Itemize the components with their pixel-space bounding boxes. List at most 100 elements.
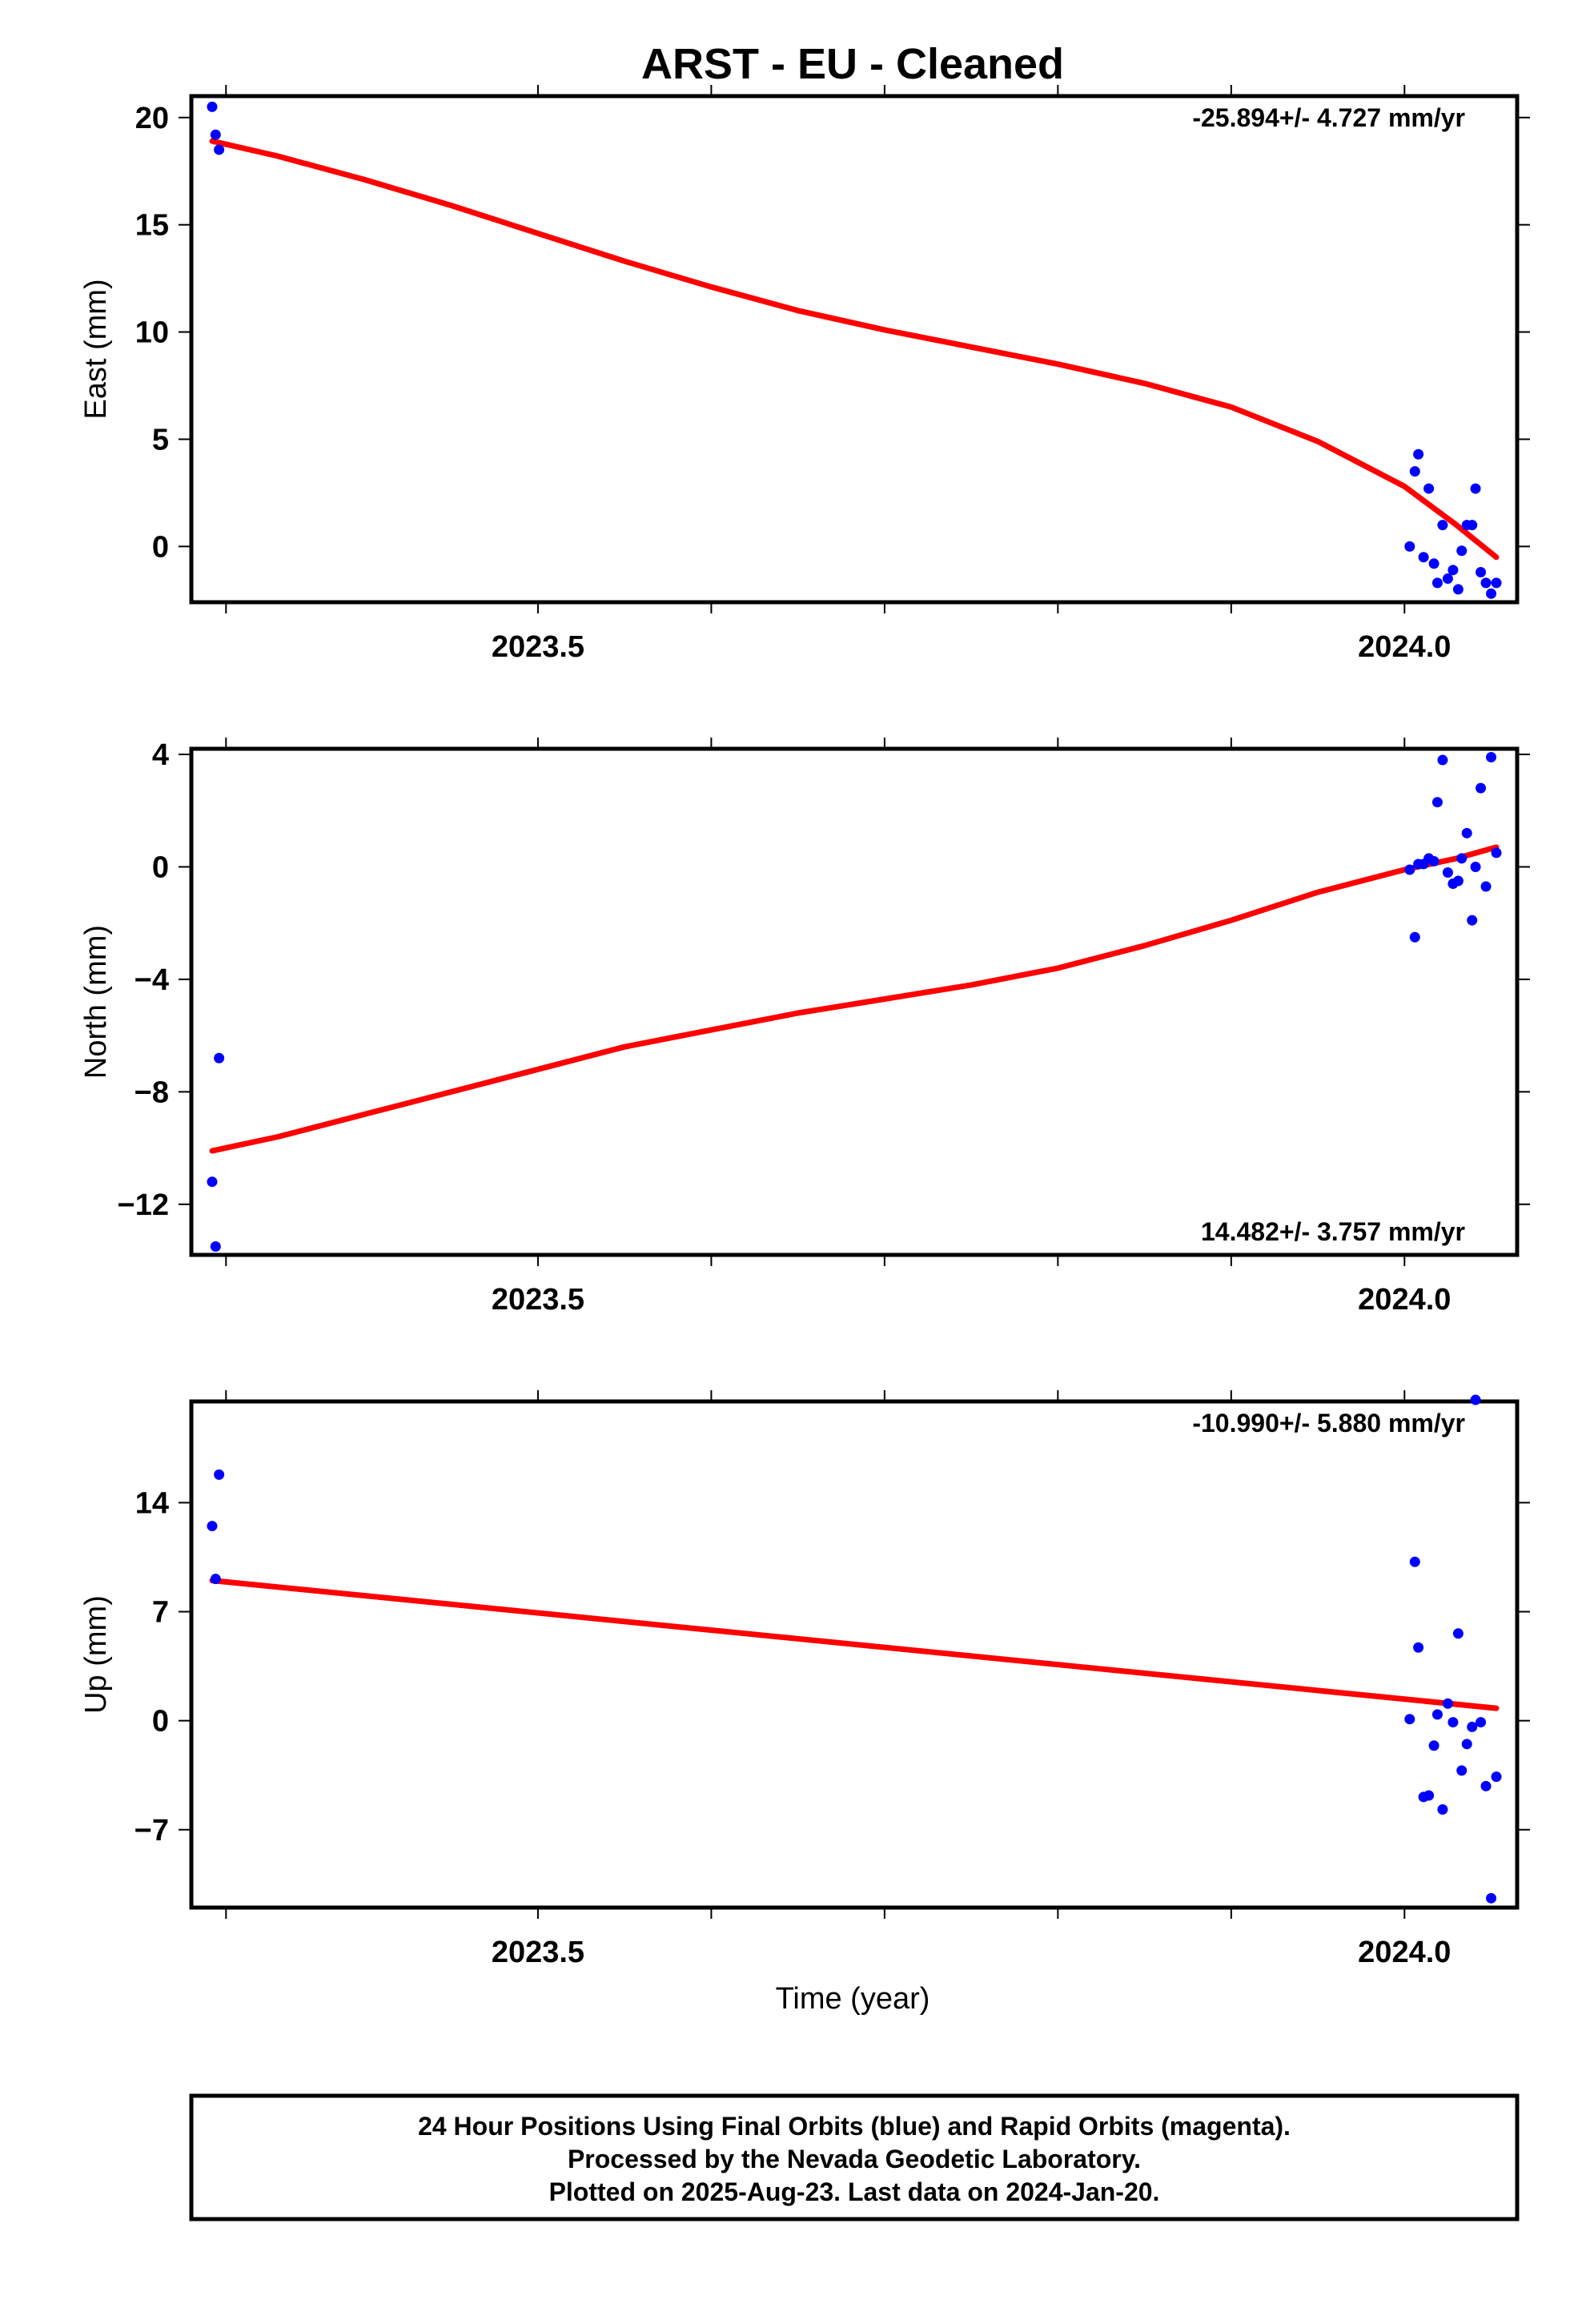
east-rate-label: -25.894+/- 4.727 mm/yr [1192,103,1465,132]
north-plot-frame [189,746,1520,1257]
east-data-point [1431,577,1443,589]
east-data-point [1476,567,1487,578]
north-rate-label: 14.482+/- 3.757 mm/yr [1201,1217,1465,1246]
north-data-point [1470,861,1481,872]
up-y-tick-label-2: 7 [152,1596,169,1630]
east-data-point [1404,541,1415,552]
north-data-point [1404,864,1415,875]
north-panel: 2023.5 2024.0 −12 −8 −4 0 4 North (mm) 14.482+/-… [79,738,1530,1317]
north-data-point [1456,853,1468,864]
east-trend-line [209,138,1500,561]
up-rate-label: -10.990+/- 5.880 mm/yr [1192,1409,1465,1437]
east-y-tick-label-1: 5 [152,423,169,456]
up-data-point [1428,1740,1439,1751]
east-data-point [1447,565,1459,576]
north-y-tick-label-0: −12 [118,1188,169,1222]
east-data-point [1456,545,1468,557]
north-data-point [1452,875,1464,887]
east-x-tick-label-0: 2023.5 [492,630,584,664]
up-y-tick-label-3: 14 [135,1486,169,1520]
up-data-point [1461,1739,1472,1750]
north-data-point [1480,881,1492,892]
east-y-tick-label-0: 0 [152,530,169,564]
chart-title: ARST - EU - Cleaned [641,40,1064,88]
east-data-point [1437,520,1448,531]
north-data-point [1461,827,1472,838]
north-x-tick-label-1: 2024.0 [1358,1283,1451,1317]
north-data-point [1442,866,1453,878]
up-data-point [1470,1394,1481,1405]
footer-box: 24 Hour Positions Using Final Orbits (bl… [189,2093,1520,2221]
up-data-point [1456,1765,1468,1776]
east-data-point [1428,558,1439,569]
north-data-point [1491,847,1502,858]
north-data-point [210,1240,221,1252]
up-data-point [1404,1714,1415,1725]
east-data-point [1442,573,1453,585]
north-y-tick-label-1: −8 [135,1076,169,1109]
up-data-point [1467,1721,1478,1732]
east-data-point [1413,448,1424,460]
east-x-tick-label-1: 2024.0 [1358,630,1451,664]
north-x-tick-label-0: 2023.5 [492,1283,584,1317]
up-data-point [214,1469,225,1480]
north-y-tick-label-4: 4 [152,738,169,772]
up-data-point [1476,1717,1487,1728]
east-data-point [207,101,218,112]
footer-line-2: Processed by the Nevada Geodetic Laborat… [568,2145,1141,2173]
east-y-tick-label-3: 15 [135,209,169,243]
north-data-point [1409,931,1420,943]
north-data-point [1431,797,1443,808]
up-data-point [1431,1709,1443,1720]
up-data-point [1442,1698,1453,1709]
x-axis-label: Time (year) [776,1982,930,2016]
north-data-point [1486,752,1497,763]
up-y-tick-label-1: 0 [152,1705,169,1739]
east-data-point [1486,588,1497,599]
north-data-point [1428,855,1439,866]
east-plot-frame [189,94,1520,605]
north-data-point [1467,915,1478,926]
up-data-point [1480,1780,1492,1791]
north-trend-line [209,844,1500,1154]
up-data-point [1437,1803,1448,1815]
footer-line-1: 24 Hour Positions Using Final Orbits (bl… [418,2112,1291,2141]
up-panel: 2023.5 2024.0 −7 0 7 14 Up (mm) -10.990+/- 5.88… [79,1390,1530,1969]
up-data-point [210,1574,221,1585]
east-y-tick-label-2: 10 [135,316,169,350]
north-data-point [207,1176,218,1188]
east-data-point [1452,584,1464,595]
east-data-point [1470,483,1481,494]
up-x-tick-label-1: 2024.0 [1358,1936,1451,1969]
east-data-point [1423,483,1435,494]
up-data-point [1413,1642,1424,1653]
up-data-point [207,1521,218,1532]
up-data-point [1452,1628,1464,1639]
east-data-point [1467,520,1478,531]
east-data-point [214,144,225,155]
north-y-tick-label-3: 0 [152,850,169,884]
up-data-point [1423,1790,1435,1801]
north-data-point [1437,754,1448,766]
up-data-point [1447,1717,1459,1728]
north-data-point [1476,782,1487,794]
up-data-point [1491,1771,1502,1783]
east-panel: 2023.5 2024.0 0 5 10 15 20 East (mm) -25.894+/- … [79,85,1530,664]
up-x-tick-label-0: 2023.5 [492,1936,584,1969]
east-y-tick-label-4: 20 [135,102,169,135]
east-data-point [1480,577,1492,589]
up-data-point [1486,1892,1497,1904]
up-data-point [1409,1556,1420,1567]
up-trend-line [209,1578,1500,1711]
up-plot-frame [189,1399,1520,1910]
up-y-tick-label-0: −7 [135,1814,169,1848]
east-data-point [210,129,221,140]
footer-line-3: Plotted on 2025-Aug-23. Last data on 202… [549,2177,1160,2206]
east-data-point [1418,552,1429,563]
east-data-point [1491,577,1502,589]
east-data-point [1409,466,1420,477]
east-y-axis-label: East (mm) [79,279,113,419]
north-y-axis-label: North (mm) [79,925,113,1079]
north-y-tick-label-2: −4 [135,963,169,997]
